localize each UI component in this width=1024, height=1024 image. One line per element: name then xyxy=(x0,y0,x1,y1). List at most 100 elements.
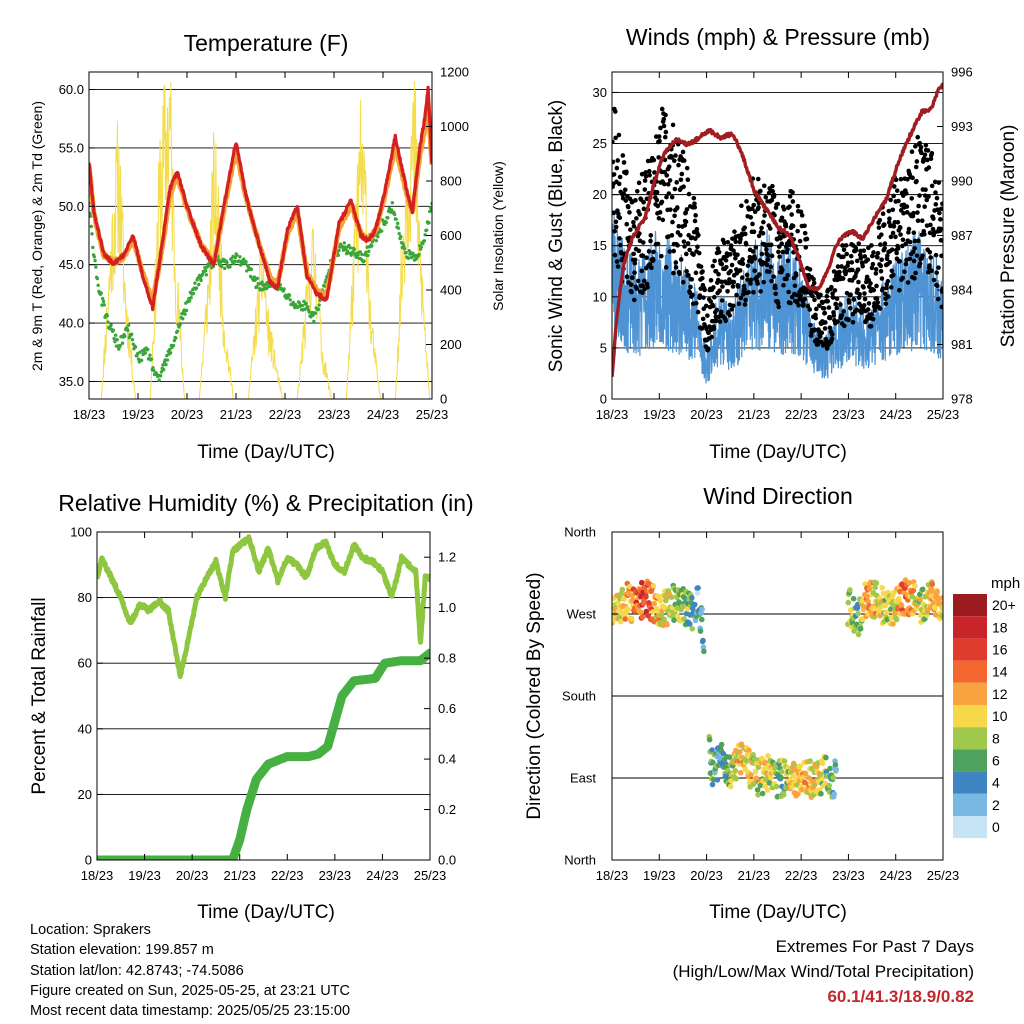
dewpoint-point xyxy=(252,275,257,279)
gust-point xyxy=(730,303,736,309)
gust-point xyxy=(897,258,902,264)
dewpoint-point xyxy=(396,226,401,230)
gust-point xyxy=(906,226,912,232)
gust-point xyxy=(845,260,851,266)
gust-point xyxy=(871,250,876,255)
dewpoint-point xyxy=(255,276,260,281)
temperature-x-tick-label: 24/23 xyxy=(367,407,400,422)
gust-point xyxy=(914,178,919,184)
gust-point xyxy=(693,270,699,276)
gust-point xyxy=(927,263,932,268)
gust-point xyxy=(903,241,908,247)
dewpoint-point xyxy=(347,243,351,248)
legend-label: 20+ xyxy=(992,597,1016,613)
gust-point xyxy=(668,207,673,212)
gust-point xyxy=(736,301,742,306)
gust-point xyxy=(689,277,695,282)
direction-point xyxy=(832,761,839,768)
winds-y-tick-label-left: 30 xyxy=(593,85,607,100)
direction-point xyxy=(799,786,805,793)
gust-point xyxy=(740,292,746,297)
gust-point xyxy=(759,225,764,231)
direction-point xyxy=(850,595,857,602)
dewpoint-point xyxy=(311,313,315,317)
winds-y-tick-label-right: 987 xyxy=(951,228,973,243)
gust-point xyxy=(627,210,632,215)
gust-point xyxy=(658,125,663,131)
legend-label: 10 xyxy=(992,708,1008,724)
gust-point xyxy=(912,238,918,244)
winds-y-tick-label-left: 20 xyxy=(593,187,607,202)
temperature-x-tick-label: 23/23 xyxy=(318,407,351,422)
gust-point xyxy=(860,263,865,269)
gust-point xyxy=(675,243,680,248)
direction-point xyxy=(932,605,938,611)
gust-point xyxy=(831,313,837,318)
direction-point xyxy=(651,600,658,607)
humidity-y-tick-label-right: 0.6 xyxy=(438,701,456,716)
gust-point xyxy=(622,187,628,193)
gust-point xyxy=(678,257,684,262)
winds-y-label-left: Sonic Wind & Gust (Blue, Black) xyxy=(546,100,567,372)
gust-point xyxy=(835,264,841,269)
dewpoint-point xyxy=(363,250,368,255)
gust-point xyxy=(887,259,893,265)
direction-point xyxy=(650,609,656,615)
gust-point xyxy=(784,276,789,282)
winds-axes: 0 5 10 15 20 25 30 978 981 984 987 990 993 996 18/23 19… xyxy=(593,65,973,423)
gust-point xyxy=(742,302,748,307)
gust-point xyxy=(913,270,918,276)
gust-point xyxy=(871,287,877,293)
direction-point xyxy=(743,757,750,764)
gust-point xyxy=(632,270,637,275)
gust-point xyxy=(763,194,769,200)
dewpoint-point xyxy=(187,299,192,303)
direction-point xyxy=(826,782,833,789)
gust-point xyxy=(902,269,907,274)
direction-x-tick-label: 24/23 xyxy=(879,868,912,883)
gust-point xyxy=(716,249,722,255)
gust-point xyxy=(692,204,698,210)
gust-point xyxy=(877,306,883,311)
direction-point xyxy=(638,579,645,586)
gust-point xyxy=(798,293,803,299)
gust-point xyxy=(723,318,729,324)
direction-point xyxy=(621,596,627,602)
gust-point xyxy=(613,109,618,114)
gust-point xyxy=(853,247,859,253)
temperature-y-tick-label-left: 40.0 xyxy=(59,316,84,331)
most-recent-timestamp: Most recent data timestamp: 2025/05/25 2… xyxy=(30,1003,351,1020)
dewpoint-point xyxy=(370,244,374,248)
gust-point xyxy=(733,255,738,261)
humidity-x-tick-label: 20/23 xyxy=(176,868,209,883)
gust-point xyxy=(738,236,743,242)
dewpoint-point xyxy=(354,255,359,260)
dewpoint-point xyxy=(238,255,242,259)
gust-point xyxy=(631,223,637,229)
gust-point xyxy=(817,303,822,308)
gust-point xyxy=(879,232,884,237)
gust-point xyxy=(861,285,866,290)
dewpoint-point xyxy=(427,221,431,225)
gust-point xyxy=(636,248,642,254)
gust-point xyxy=(912,276,917,281)
dewpoint-point xyxy=(194,286,199,290)
gust-point xyxy=(795,228,800,234)
gust-point xyxy=(922,204,927,209)
humidity-y-tick-label-right: 0.4 xyxy=(438,752,456,767)
dewpoint-point xyxy=(89,211,92,216)
gust-point xyxy=(829,336,835,341)
gust-point xyxy=(903,261,909,267)
gust-point xyxy=(891,184,897,189)
gust-point xyxy=(681,279,686,285)
gust-point xyxy=(664,173,670,178)
direction-point xyxy=(746,747,752,754)
gust-point xyxy=(717,288,723,293)
gust-point xyxy=(743,231,748,237)
gust-point xyxy=(841,254,846,260)
winds-x-tick-label: 21/23 xyxy=(738,407,771,422)
gust-point xyxy=(612,159,616,165)
gust-point xyxy=(750,221,755,227)
gust-point xyxy=(862,254,868,259)
gust-point xyxy=(891,224,897,229)
